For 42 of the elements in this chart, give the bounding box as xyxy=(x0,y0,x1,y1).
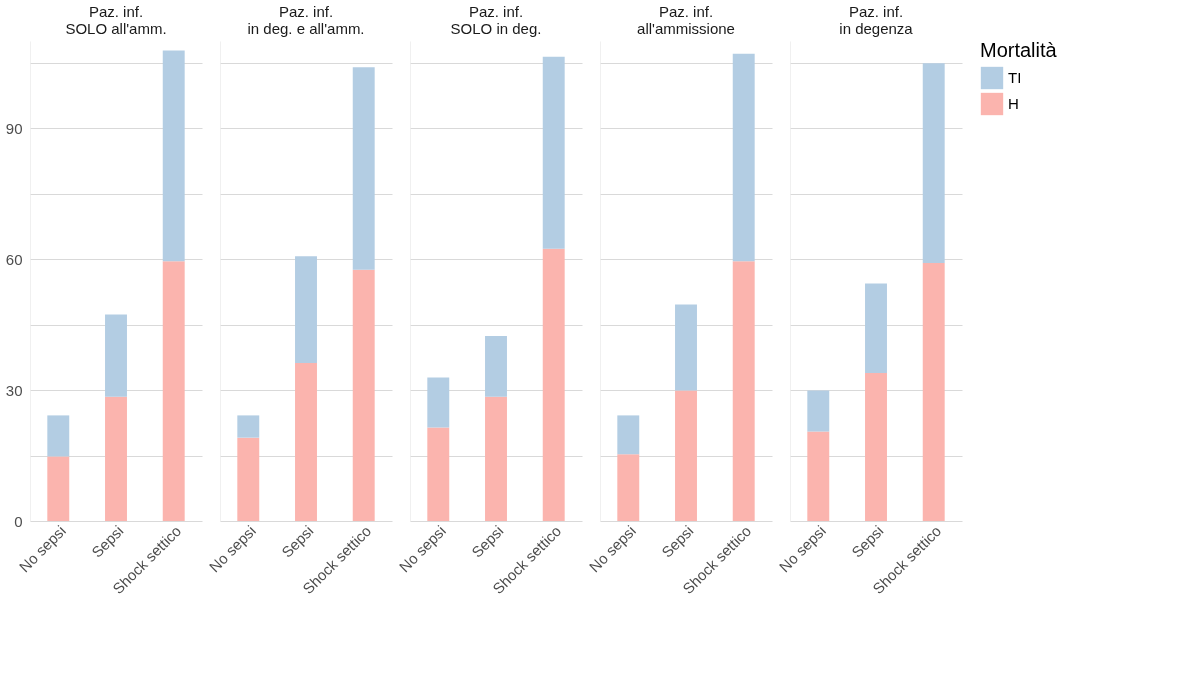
bar xyxy=(807,390,830,432)
bar xyxy=(542,248,565,521)
bar xyxy=(675,304,697,391)
bar xyxy=(105,396,127,521)
chart-title: Paz. inf. SOLO all'amm. xyxy=(65,3,167,37)
bar xyxy=(162,261,185,521)
bar xyxy=(617,454,640,521)
legend-label: TI xyxy=(1008,69,1022,86)
bar xyxy=(237,415,260,438)
bar xyxy=(732,53,755,262)
bar xyxy=(617,415,640,455)
bar xyxy=(675,390,697,521)
y-tick-label: 30 xyxy=(5,381,23,399)
bar xyxy=(162,50,185,262)
chart-title: Paz. inf. SOLO in deg. xyxy=(450,3,542,37)
chart-title: Paz. inf. in deg. e all'amm. xyxy=(247,3,365,37)
bar xyxy=(865,373,887,521)
bar xyxy=(485,396,507,521)
chart-title: Paz. inf. all'ammissione xyxy=(637,3,735,37)
bar xyxy=(352,269,375,521)
bar xyxy=(865,283,887,374)
bar xyxy=(427,377,450,428)
bar xyxy=(47,456,70,521)
bar xyxy=(352,67,375,270)
legend-title: Mortalità xyxy=(980,39,1058,61)
bar xyxy=(295,363,317,521)
bar xyxy=(237,437,260,521)
legend-label: H xyxy=(1008,95,1019,112)
bar xyxy=(105,314,127,397)
bar xyxy=(542,56,565,249)
bar xyxy=(807,431,830,521)
bar xyxy=(295,256,317,364)
chart-title: Paz. inf. in degenza xyxy=(839,3,914,37)
bar xyxy=(427,427,450,521)
bar xyxy=(47,415,70,457)
y-tick-label: 0 xyxy=(14,512,23,530)
y-tick-label: 60 xyxy=(5,250,23,268)
bar xyxy=(922,63,945,264)
y-tick-label: 90 xyxy=(5,119,23,137)
bar xyxy=(922,263,945,521)
bar xyxy=(732,261,755,521)
bar xyxy=(485,335,507,397)
